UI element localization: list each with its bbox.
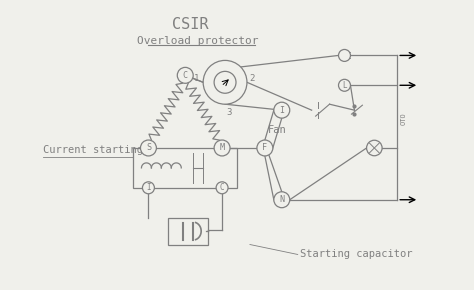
Circle shape [338,50,350,61]
Text: I: I [146,183,151,192]
Circle shape [214,140,230,156]
Text: Overload protector: Overload protector [137,36,259,46]
Circle shape [140,140,156,156]
Text: 1: 1 [194,74,199,83]
Circle shape [214,71,236,93]
Bar [134,148,237,188]
Circle shape [338,79,350,91]
Text: 3: 3 [227,108,232,117]
Text: C: C [183,71,188,80]
Circle shape [143,182,155,194]
Bar [168,218,208,244]
Text: L: L [342,81,347,90]
Text: 2: 2 [249,74,255,83]
Text: N: N [279,195,284,204]
Text: Starting capacitor: Starting capacitor [300,249,412,260]
Text: M: M [219,144,225,153]
Text: OTO: OTO [400,112,406,124]
Text: Fan: Fan [268,125,287,135]
Text: I: I [279,106,284,115]
Text: C: C [220,183,224,192]
Circle shape [257,140,273,156]
Text: S: S [146,144,151,153]
Circle shape [366,140,382,156]
Circle shape [216,182,228,194]
Text: F: F [263,144,267,153]
Text: Current starting: Current starting [43,145,143,155]
Circle shape [274,192,290,208]
Circle shape [203,60,247,104]
Circle shape [177,67,193,83]
Text: CSIR: CSIR [172,17,209,32]
Circle shape [274,102,290,118]
